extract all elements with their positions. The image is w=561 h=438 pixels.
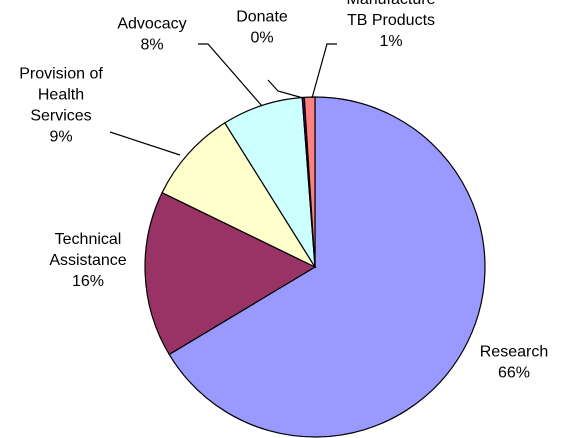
slice-labels: Research 66% Technical Assistance 16% Provisi… — [19, 0, 548, 382]
slice-name-research: Research — [480, 344, 548, 361]
slice-name-provision-of-health-services: Services — [30, 108, 91, 125]
leader-line-donate — [267, 79, 304, 99]
slice-label-advocacy: Advocacy 8% — [117, 16, 186, 54]
slice-label-donate: Donate 0% — [236, 9, 288, 47]
slice-name-technical-assistance: Assistance — [49, 252, 126, 269]
slice-label-technical-assistance: Technical Assistance 16% — [49, 231, 126, 290]
slice-percent-manufacture-tb-products: 1% — [379, 33, 402, 50]
slice-name-advocacy: Advocacy — [117, 16, 186, 33]
slice-name-donate: Donate — [236, 9, 288, 26]
leader-line-manufacture-tb-products — [311, 43, 337, 99]
pie-slice-manufacture-tb-products — [303, 96, 316, 268]
slice-percent-provision-of-health-services: 9% — [49, 129, 72, 146]
slice-percent-technical-assistance: 16% — [72, 273, 104, 290]
slice-name-technical-assistance: Technical — [55, 231, 122, 248]
leader-line-provision-of-health-services — [109, 131, 181, 156]
leader-lines — [109, 43, 337, 156]
slice-percent-advocacy: 8% — [140, 37, 163, 54]
leader-line-advocacy — [198, 43, 263, 107]
pie-slice-technical-assistance — [144, 191, 317, 356]
slice-name-provision-of-health-services: Provision of — [19, 66, 103, 83]
slice-label-provision-of-health-services: Provision of Health Services 9% — [19, 66, 103, 146]
slice-label-manufacture-tb-products: Manufacture TB Products 1% — [347, 0, 436, 50]
slice-name-provision-of-health-services: Health — [38, 87, 84, 104]
pie-slices — [144, 96, 486, 438]
slice-percent-donate: 0% — [250, 30, 273, 47]
slice-name-manufacture-tb-products: TB Products — [347, 12, 435, 29]
pie-slice-research — [168, 96, 486, 438]
slice-name-manufacture-tb-products: Manufacture — [347, 0, 436, 8]
pie-slice-provision-of-health-services — [161, 122, 317, 269]
slice-percent-research: 66% — [498, 365, 530, 382]
slice-label-research: Research 66% — [480, 344, 548, 382]
